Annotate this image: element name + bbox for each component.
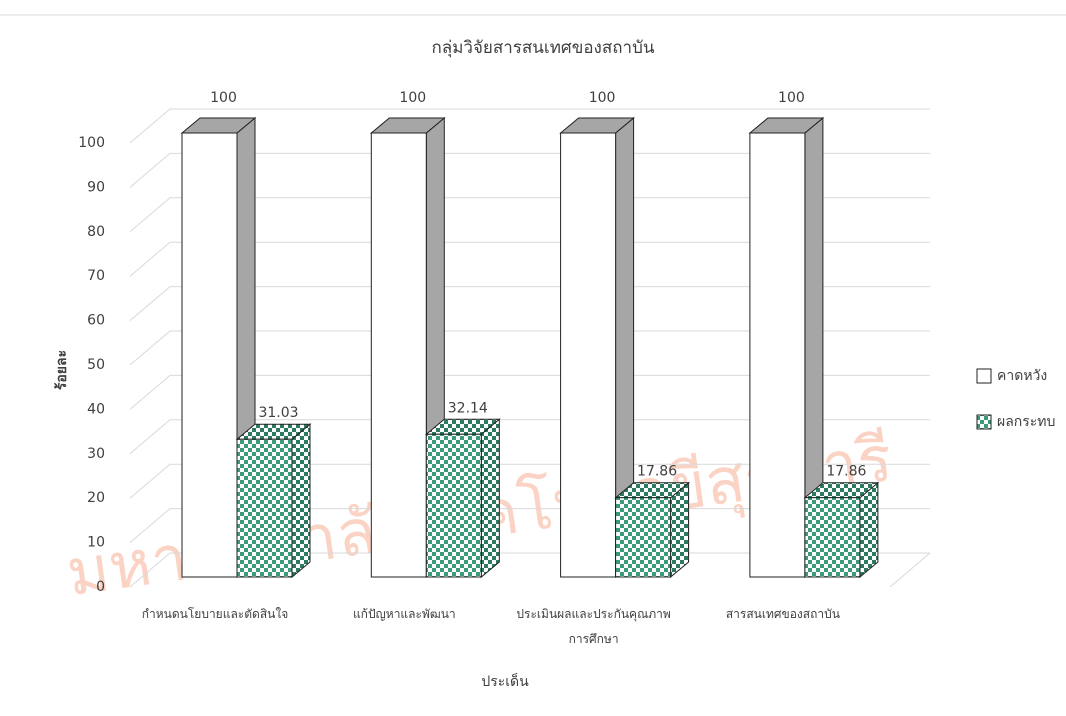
bar-side <box>291 423 311 579</box>
legend-swatch <box>976 368 992 384</box>
legend-swatch <box>976 414 992 430</box>
bar <box>370 132 427 578</box>
bar-side <box>480 418 500 579</box>
x-tick-label: สารสนเทศของสถาบัน <box>725 607 840 621</box>
y-tick-label: 30 <box>87 446 105 462</box>
bar <box>560 132 617 578</box>
x-tick-label: กำหนดนโยบายและตัดสินใจ <box>141 607 289 621</box>
y-tick-label: 20 <box>87 490 105 506</box>
x-tick-label: ประเมินผลและประกันคุณภาพ การศึกษา <box>516 607 671 646</box>
chart-title: กลุ่มวิจัยสารสนเทศของสถาบัน <box>431 38 654 58</box>
y-tick-label: 50 <box>87 357 105 373</box>
bar-side <box>859 481 879 579</box>
bar <box>425 433 482 578</box>
grid-line <box>129 463 930 499</box>
bar <box>804 497 861 578</box>
y-tick-label: 60 <box>87 313 105 329</box>
y-tick-label: 40 <box>87 401 105 417</box>
data-label: 100 <box>589 90 616 106</box>
legend-label: คาดหวัง <box>997 368 1047 384</box>
y-tick-label: 100 <box>78 135 105 151</box>
bar <box>615 497 672 578</box>
y-tick-label: 70 <box>87 268 105 284</box>
bar-side <box>670 481 690 579</box>
grid-line <box>129 374 930 410</box>
data-label: 17.86 <box>637 464 677 480</box>
data-label: 100 <box>210 90 237 106</box>
data-label: 17.86 <box>826 464 866 480</box>
grid-line <box>129 419 930 455</box>
grid-line <box>129 286 930 321</box>
data-label: 100 <box>778 90 805 106</box>
grid-line <box>129 330 930 366</box>
y-tick-label: 0 <box>96 579 105 595</box>
data-label: 32.14 <box>448 400 488 416</box>
bar <box>749 132 806 578</box>
grid-line <box>129 241 930 277</box>
bar <box>181 132 238 578</box>
floor-edge <box>889 552 931 588</box>
grid-line <box>129 108 930 144</box>
data-label: 100 <box>399 90 426 106</box>
x-axis-label: ประเด็น <box>481 672 529 690</box>
grid-line <box>129 152 930 188</box>
y-tick-label: 90 <box>87 179 105 195</box>
y-axis-label: ร้อยละ <box>54 350 70 390</box>
y-tick-label: 10 <box>87 535 105 551</box>
legend-label: ผลกระทบ <box>997 414 1055 430</box>
y-tick-label: 80 <box>87 224 105 240</box>
grid-line <box>129 197 930 233</box>
data-label: 31.03 <box>258 405 298 421</box>
bar <box>236 438 293 578</box>
x-tick-label: แก้ปัญหาและพัฒนา <box>352 607 456 621</box>
